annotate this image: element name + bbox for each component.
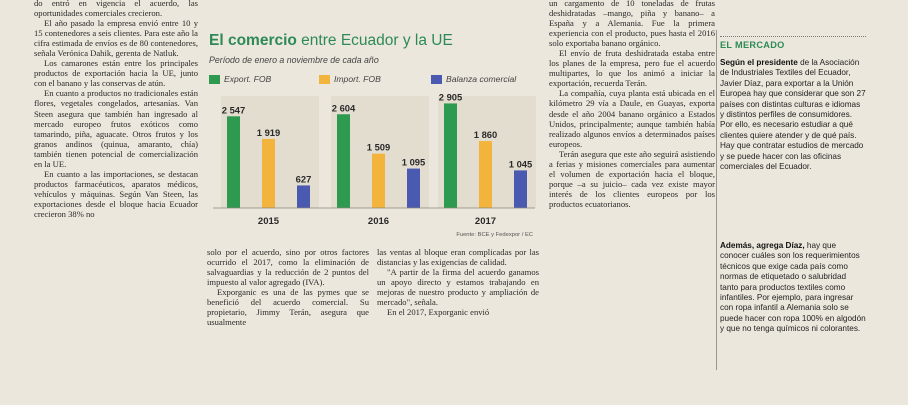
sidebar-text-2: hay que conocer cuáles son los requerimi… [720,241,866,334]
legend-swatch-export [209,74,220,84]
bar-export-fob-2017 [444,103,457,208]
legend-item-import: Import. FOB [319,74,381,84]
sidebar-heading: EL MERCADO [720,40,785,50]
sidebar-text-1: de la Asociación de Industriales Textile… [720,58,866,172]
bar-export-fob-2016 [337,114,350,208]
bar-export-fob-2015 [227,116,240,208]
bar-import-fob-2015 [262,138,275,208]
chart-subtitle: Período de enero a noviembre de cada año [209,55,379,65]
article-paragraph: En cuanto a productos no tradicionales e… [34,88,198,169]
article-column-1: do entró en vigencia el acuerdo, las opo… [34,0,198,219]
sidebar-lead-1: Según el presidente [720,58,798,67]
article-column-2: solo por el acuerdo, sino por otros fact… [207,247,369,327]
article-paragraph: las ventas al bloque eran complicadas po… [377,247,539,268]
article-paragraph: En el 2017, Exporganic envió [387,307,490,318]
bar-value-label: 1 919 [257,127,280,138]
sidebar-paragraph-1: Según el presidente de la Asociación de … [720,58,866,172]
column-divider [716,30,717,370]
legend-item-export: Export. FOB [209,74,271,84]
chart-title-bold: El comercio [209,32,297,49]
category-label: 2016 [368,216,389,227]
legend-label-import: Import. FOB [334,74,381,84]
legend-swatch-import [319,74,330,84]
article-paragraph: En cuanto a las importaciones, se destac… [34,168,198,219]
sidebar-lead-2: Además, agrega Díaz, [720,241,805,250]
category-label: 2017 [475,216,496,227]
chart-source: Fuente: BCE y Fedexpor / EC [456,232,533,238]
category-label: 2015 [258,216,280,227]
article-paragraph: solo por el acuerdo, sino por otros fact… [207,247,369,288]
chart-legend: Export. FOB Import. FOB Balanza comercia… [209,74,529,88]
bar-value-label: 2 604 [332,102,356,113]
bar-value-label: 1 860 [474,129,497,140]
legend-swatch-balance [431,74,442,84]
article-column-4: un cargamento de 10 toneladas de frutas … [549,0,715,209]
bar-value-label: 1 095 [402,157,425,168]
article-paragraph: El año pasado la empresa envió entre 10 … [34,18,198,59]
article-paragraph: do entró en vigencia el acuerdo, las opo… [34,0,198,19]
sidebar-top-rule [720,36,866,37]
bar-balanza-comercial-2016 [407,168,420,208]
article-column-3: las ventas al bloque eran complicadas po… [377,247,539,317]
bar-balanza-comercial-2015 [297,185,310,208]
bar-value-label: 627 [296,173,312,184]
legend-label-balance: Balanza comercial [446,74,517,84]
article-paragraph: El envío de fruta deshidratada estaba en… [549,48,715,89]
chart-title-rest: entre Ecuador y la UE [296,32,453,49]
bar-value-label: 2 905 [439,91,462,102]
bar-value-label: 2 547 [222,104,245,115]
trade-chart: El comercio entre Ecuador y la UE Períod… [207,32,541,240]
bar-value-label: 1 509 [367,142,390,153]
chart-plot-area: 2 547 1 919 627 2015 2 604 1 509 1 095 2016 2 90… [213,91,536,238]
article-paragraph: Exporganic es una de las pymes que se be… [207,287,369,328]
article-paragraph: "A partir de la firma del acuerdo ganamo… [377,267,539,308]
bar-import-fob-2016 [372,153,385,208]
article-paragraph: La compañía, cuya planta está ubicada en… [549,88,715,149]
chart-title: El comercio entre Ecuador y la UE [209,32,453,50]
article-paragraph: un cargamento de 10 toneladas de frutas … [549,0,715,49]
article-paragraph: Terán asegura que este año seguirá asist… [549,148,715,209]
article-paragraph: Los camarones están entre los principale… [34,58,198,89]
bar-balanza-comercial-2017 [514,170,527,208]
bar-value-label: 1 045 [509,158,532,169]
legend-label-export: Export. FOB [224,74,272,84]
sidebar-paragraph-2: Además, agrega Díaz, hay que conocer cuá… [720,241,866,335]
bar-import-fob-2017 [479,141,492,208]
legend-item-balance: Balanza comercial [431,74,516,84]
